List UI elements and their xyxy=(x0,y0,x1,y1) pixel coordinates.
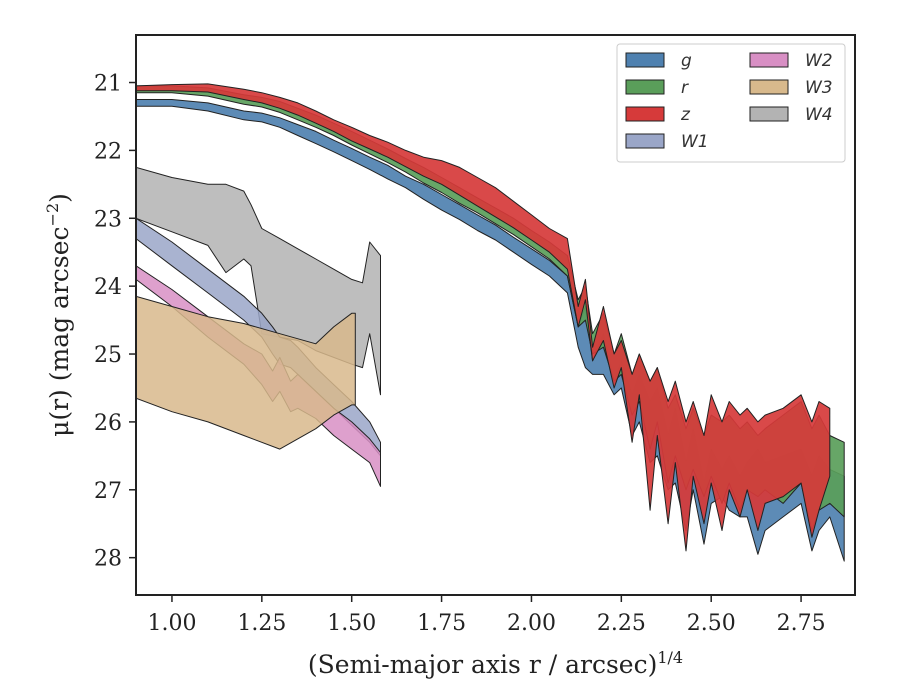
legend-swatch-w4 xyxy=(749,106,789,122)
legend-swatch-w3 xyxy=(749,79,789,95)
chart-areas xyxy=(136,83,845,562)
x-tick-label: 2.00 xyxy=(507,611,556,636)
x-tick-label: 2.25 xyxy=(597,611,646,636)
y-tick-label: 27 xyxy=(94,479,122,504)
legend-label-r: r xyxy=(681,78,689,98)
y-tick-label: 28 xyxy=(94,547,122,572)
y-axis-label: μ(r) (mag arcsec−2) xyxy=(43,193,74,437)
x-tick-label: 1.00 xyxy=(147,611,196,636)
y-tick-label: 26 xyxy=(94,411,122,436)
band-w3 xyxy=(136,295,356,450)
y-tick-label: 23 xyxy=(94,207,122,232)
legend-swatch-w1 xyxy=(625,133,665,149)
x-tick-label: 1.25 xyxy=(237,611,286,636)
x-tick-label: 1.50 xyxy=(327,611,376,636)
legend-label-w3: W3 xyxy=(805,78,833,98)
y-axis: 21 22 23 24 25 26 27 28 xyxy=(94,72,136,572)
x-tick-label: 2.75 xyxy=(777,611,826,636)
x-tick-label: 2.50 xyxy=(687,611,736,636)
legend-label-z: z xyxy=(680,105,691,125)
legend-swatch-g xyxy=(625,52,665,68)
legend-swatch-r xyxy=(625,79,665,95)
legend-swatch-w2 xyxy=(749,52,789,68)
chart-legend: grz W1 W2 W3 W4 xyxy=(616,43,846,163)
legend-box xyxy=(616,43,846,163)
y-tick-label: 24 xyxy=(94,275,122,300)
legend-swatch-z xyxy=(625,106,665,122)
x-axis-label: (Semi-major axis r / arcsec)1/4 xyxy=(308,648,683,679)
y-tick-label: 22 xyxy=(94,139,122,164)
legend-label-w1: W1 xyxy=(681,132,709,152)
x-axis: 1.00 1.25 1.50 1.75 2.00 2.25 2.50 2.75 xyxy=(147,595,826,636)
y-tick-label: 21 xyxy=(94,72,122,97)
band-z xyxy=(136,83,831,552)
legend-label-g: g xyxy=(681,51,692,71)
plot-frame xyxy=(135,34,856,596)
legend-label-w2: W2 xyxy=(805,51,833,71)
y-tick-label: 25 xyxy=(94,343,122,368)
legend-label-w4: W4 xyxy=(805,105,833,125)
x-tick-label: 1.75 xyxy=(417,611,466,636)
band-w4 xyxy=(136,166,381,396)
